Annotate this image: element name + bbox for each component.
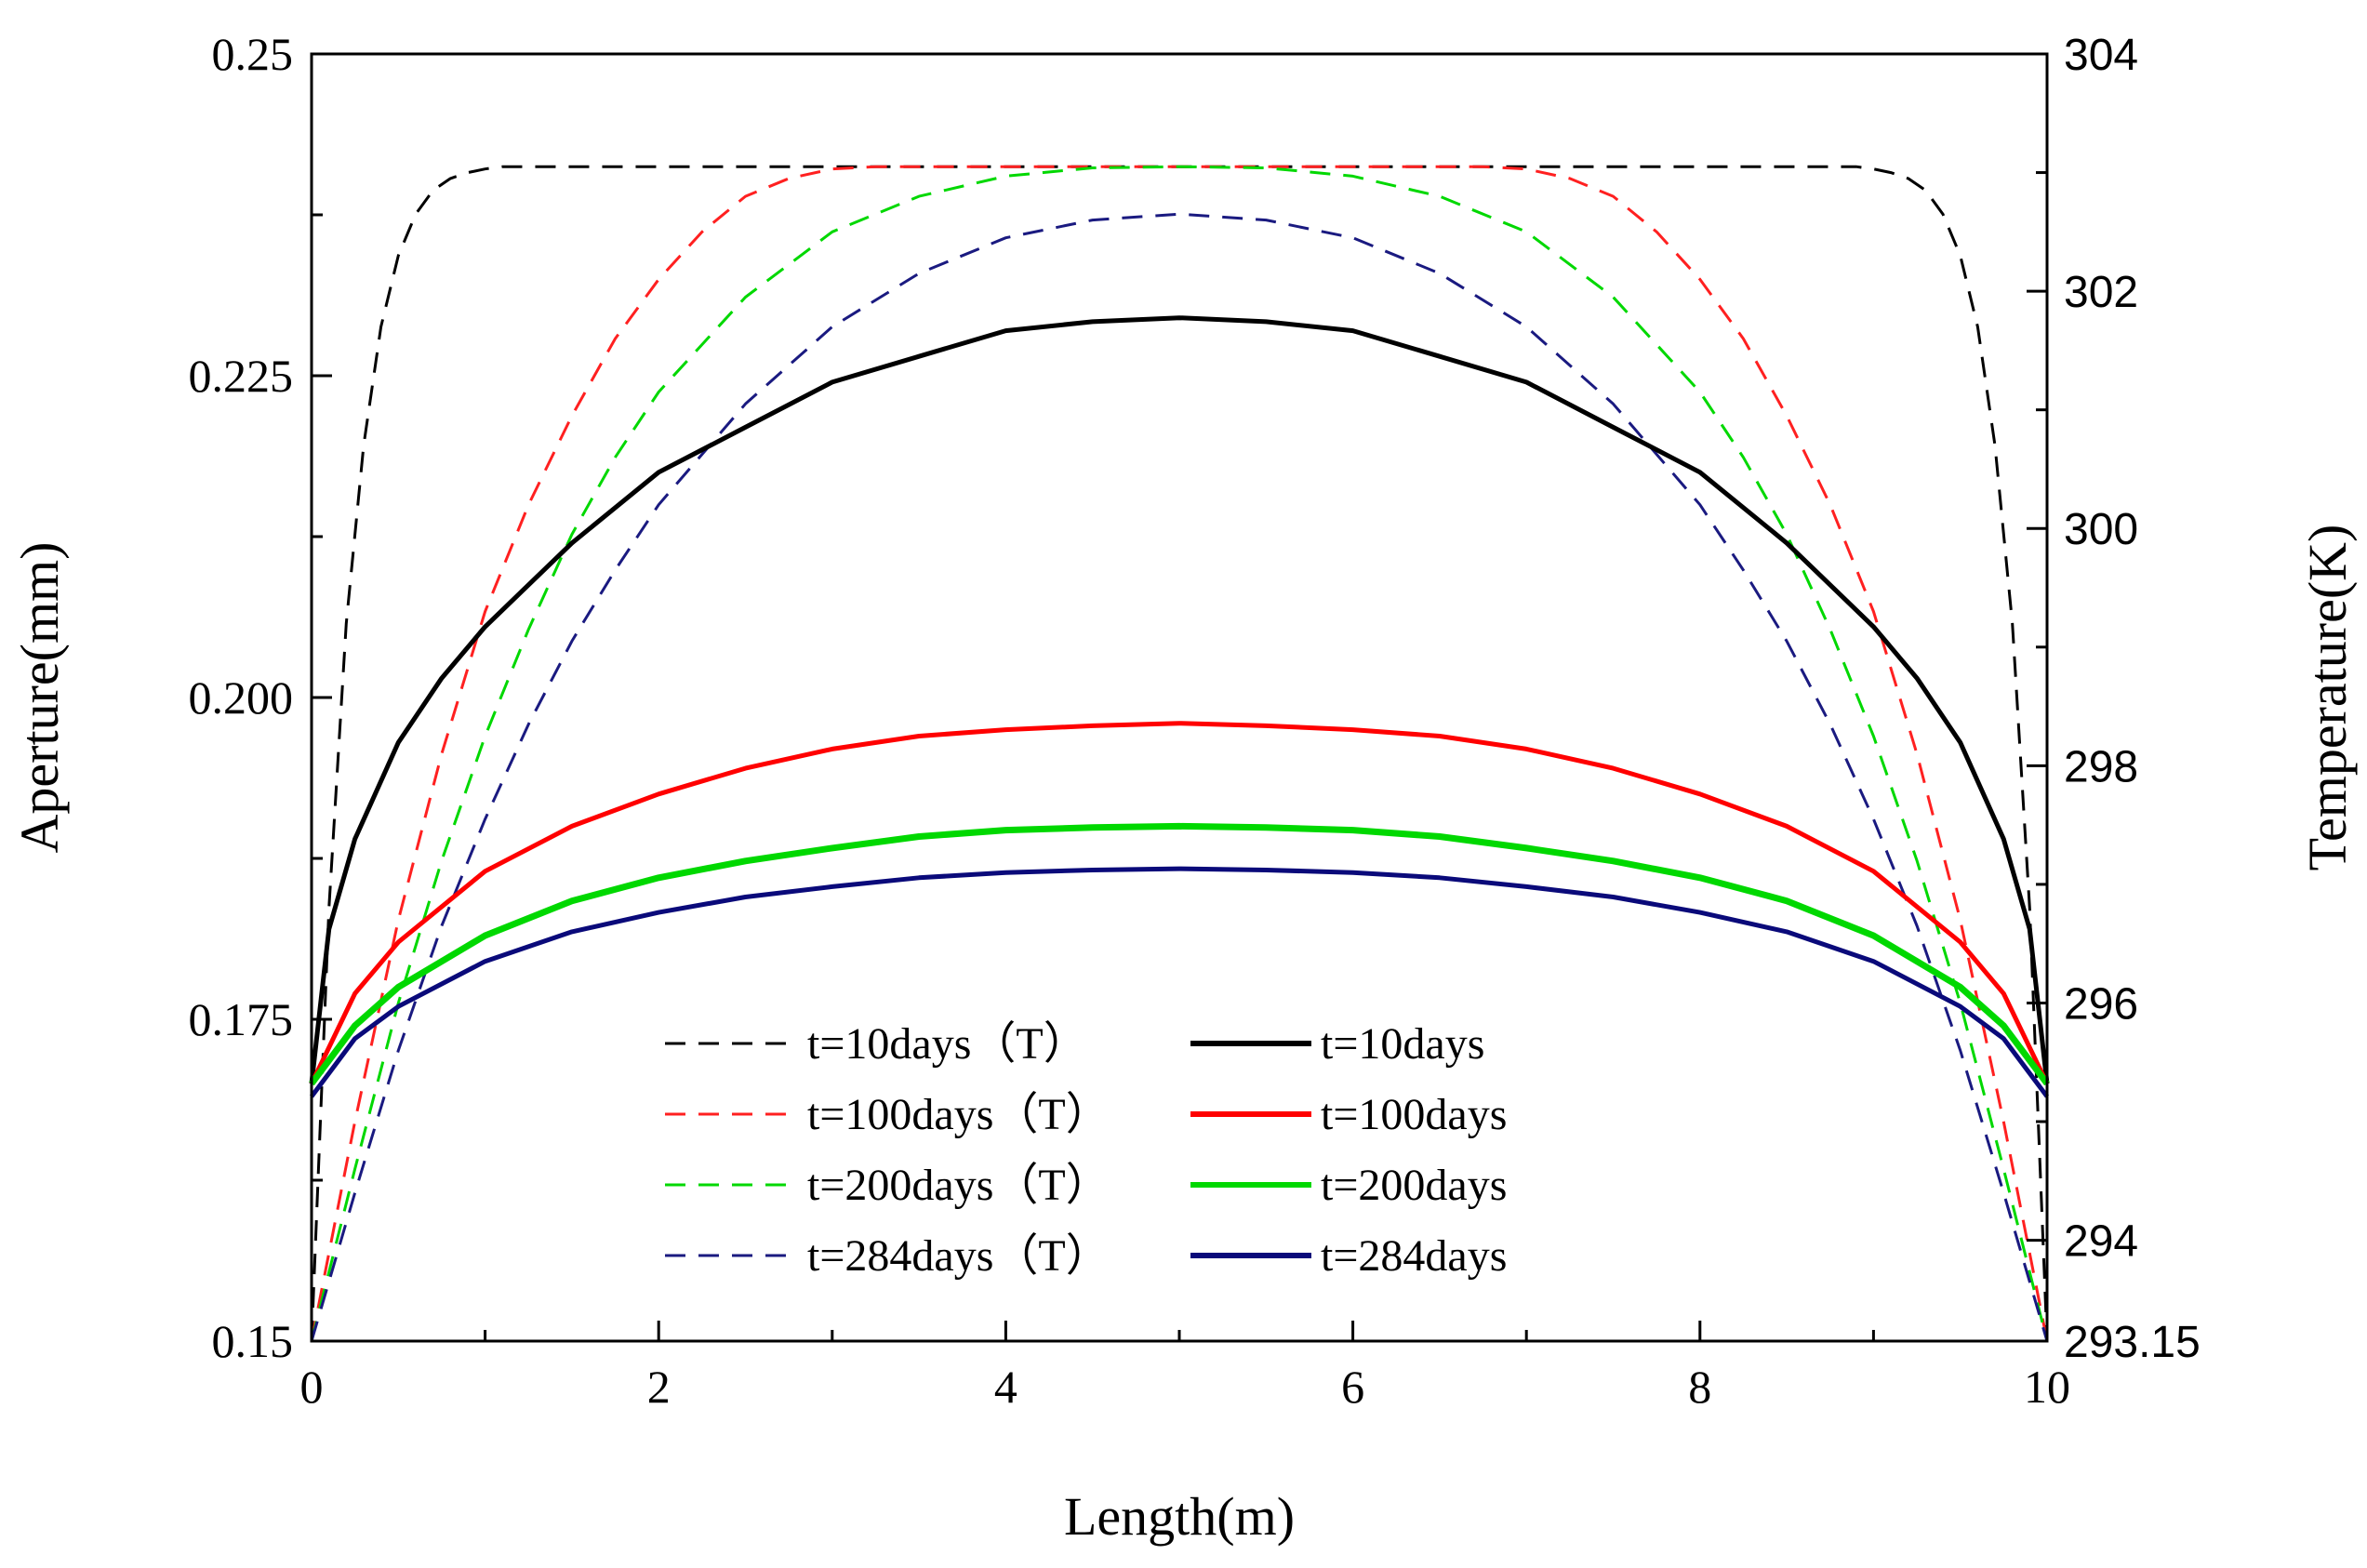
left-y-tick-label: 0.200 bbox=[189, 671, 294, 724]
left-y-tick-label: 0.225 bbox=[189, 350, 294, 402]
legend-label-t-100days-temperature: t=100days（T） bbox=[807, 1090, 1110, 1139]
series-line-t-284days-temperature bbox=[310, 212, 2049, 1342]
series-line-t-100days bbox=[309, 721, 2050, 1085]
x-tick-label: 6 bbox=[1341, 1361, 1364, 1413]
left-y-axis-title: Aperture(mm) bbox=[9, 542, 70, 854]
right-y-tick-label: 302 bbox=[2064, 268, 2138, 317]
legend-label-t-10days: t=10days bbox=[1321, 1019, 1484, 1069]
series-line-t-200days-temperature bbox=[310, 165, 2049, 1342]
legend-label-t-100days: t=100days bbox=[1321, 1090, 1507, 1139]
legend-label-t-200days: t=200days bbox=[1321, 1161, 1507, 1210]
x-axis-title: Length(m) bbox=[1064, 1486, 1295, 1547]
right-y-axis-title: Temperature(K) bbox=[2297, 525, 2358, 871]
x-tick-label: 8 bbox=[1688, 1361, 1711, 1413]
right-y-tick-label: 300 bbox=[2064, 505, 2138, 554]
right-y-tick-label: 298 bbox=[2064, 742, 2138, 791]
left-y-tick-label: 0.15 bbox=[212, 1315, 294, 1367]
right-y-tick-label: 294 bbox=[2064, 1217, 2138, 1267]
right-y-tick-label: 304 bbox=[2064, 31, 2138, 80]
x-tick-label: 10 bbox=[2024, 1361, 2070, 1413]
ticks-layer: 0 2 4 6 8 10 0.15 0.175 0.200 0.225 0.25 293.15 294 2… bbox=[189, 28, 2201, 1413]
legend-label-t-284days-temperature: t=284days（T） bbox=[807, 1231, 1110, 1281]
legend: t=10days（T） t=100days（T） t=200days（T） t=284… bbox=[665, 1019, 1507, 1281]
x-tick-label: 4 bbox=[994, 1361, 1017, 1413]
series-layer bbox=[309, 165, 2050, 1342]
legend-label-t-200days-temperature: t=200days（T） bbox=[807, 1161, 1110, 1210]
x-tick-label: 2 bbox=[647, 1361, 671, 1413]
series-line-t-284days bbox=[309, 866, 2049, 1098]
legend-label-t-284days: t=284days bbox=[1321, 1231, 1507, 1281]
left-y-tick-label: 0.175 bbox=[189, 993, 294, 1045]
legend-label-t-10days-temperature: t=10days（T） bbox=[807, 1019, 1088, 1069]
left-y-tick-label: 0.25 bbox=[212, 28, 294, 80]
series-line-t-200days bbox=[309, 822, 2050, 1086]
x-tick-label: 0 bbox=[300, 1361, 324, 1413]
right-y-tick-label: 293.15 bbox=[2064, 1318, 2201, 1367]
series-line-t-10days bbox=[309, 315, 2050, 1084]
right-y-tick-label: 296 bbox=[2064, 979, 2138, 1029]
